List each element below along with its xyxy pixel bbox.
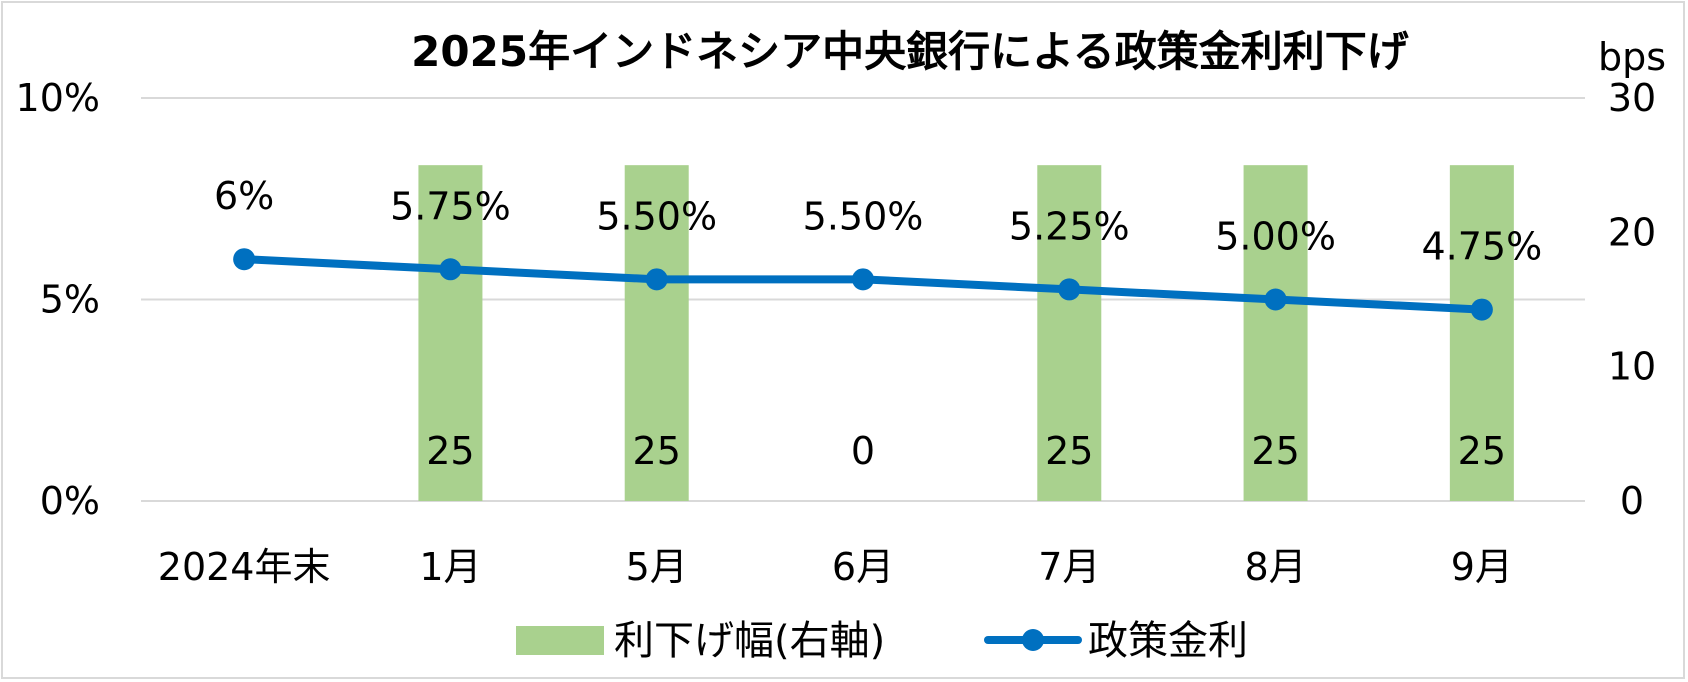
left-axis-tick-label: 5%	[40, 278, 100, 322]
right-axis-tick-label: 30	[1608, 76, 1656, 120]
x-axis-category-label: 7月	[1038, 545, 1100, 589]
bar	[418, 165, 483, 501]
bar	[1037, 165, 1102, 501]
chart-title: 2025年インドネシア中央銀行による政策金利利下げ	[411, 27, 1409, 76]
bar-data-label: 25	[1458, 429, 1506, 473]
bar-data-label: 25	[1251, 429, 1299, 473]
x-axis-category-label: 5月	[626, 545, 688, 589]
bar-data-label: 25	[1045, 429, 1093, 473]
legend-bar-swatch	[516, 626, 604, 655]
line-point	[852, 268, 874, 291]
line-data-label: 5.25%	[1009, 204, 1130, 248]
bar-data-label: 25	[426, 429, 474, 473]
line-data-label: 5.00%	[1215, 215, 1336, 259]
legend-bar-label: 利下げ幅(右軸)	[614, 618, 885, 664]
left-axis-tick-label: 10%	[16, 76, 100, 120]
left-axis-tick-label: 0%	[40, 479, 100, 523]
x-axis-category-label: 6月	[832, 545, 894, 589]
legend-line-label: 政策金利	[1088, 618, 1248, 664]
bar-data-label: 0	[851, 429, 875, 473]
bar	[1449, 165, 1514, 501]
line-point	[439, 258, 462, 281]
line-point	[1470, 298, 1493, 321]
x-axis-category-label: 9月	[1451, 545, 1513, 589]
right-axis-tick-label: 20	[1608, 210, 1656, 254]
legend-line-marker	[1022, 629, 1044, 651]
x-axis-category-label: 1月	[419, 545, 481, 589]
line-point	[1058, 278, 1081, 301]
line-point	[1264, 288, 1287, 311]
line-point	[645, 268, 668, 291]
line-data-label: 6%	[214, 174, 274, 218]
x-axis-category-label: 2024年末	[158, 545, 331, 589]
right-axis-tick-label: 10	[1608, 345, 1656, 389]
bar	[624, 165, 689, 501]
right-axis-tick-label: 0	[1620, 479, 1644, 523]
line-data-label: 5.50%	[596, 194, 717, 238]
line-data-label: 5.75%	[390, 184, 511, 228]
right-axis-unit: bps	[1598, 35, 1666, 79]
line-data-label: 5.50%	[803, 194, 924, 238]
line-point	[233, 248, 256, 271]
bar	[1243, 165, 1308, 501]
bar-data-label: 25	[633, 429, 681, 473]
x-axis-category-label: 8月	[1244, 545, 1306, 589]
line-data-label: 4.75%	[1421, 225, 1542, 269]
